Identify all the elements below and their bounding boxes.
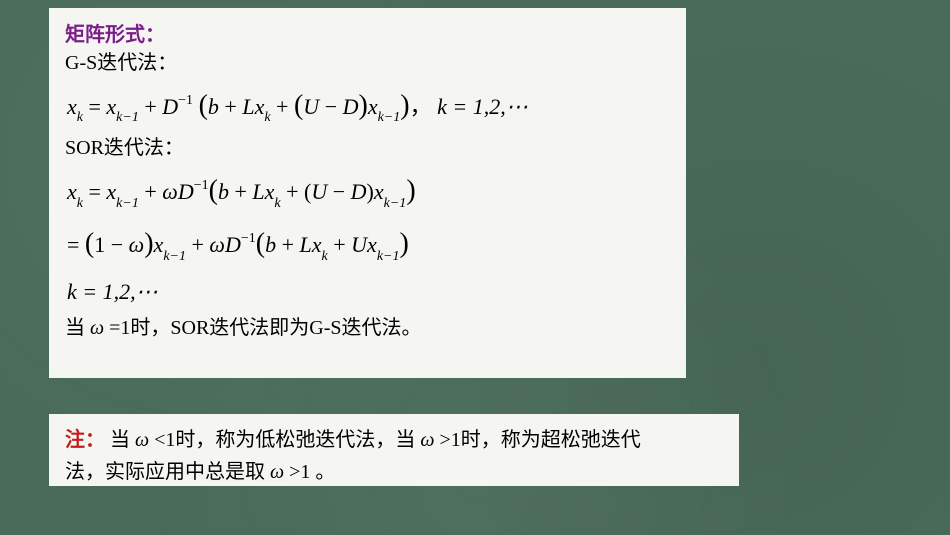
text-pre: 当 (65, 317, 90, 339)
var-xk: x (265, 179, 275, 204)
sub-k: k (77, 196, 83, 211)
panel-title: 矩阵形式： (65, 18, 670, 47)
var-xk1: x (106, 179, 116, 204)
gs-method-label: G-S迭代法： (65, 47, 670, 79)
var-D: D (343, 94, 359, 119)
sub-k: k (274, 196, 280, 211)
matrix-form-panel: 矩阵形式： G-S迭代法： xk = xk−1 + D−1 (b + Lxk +… (49, 8, 686, 378)
op-plus: + (271, 94, 294, 119)
sup-neg1: −1 (178, 93, 193, 108)
closing-statement: 当 ω =1时，SOR迭代法即为G-S迭代法。 (65, 312, 670, 344)
sub-k: k (264, 110, 270, 125)
sub-k: k (77, 110, 83, 125)
paren-close: ) (367, 179, 374, 204)
paren-close: ) (400, 90, 409, 121)
var-xk: x (255, 94, 265, 119)
var-L: L (300, 232, 312, 257)
sor-formula-line1: xk = xk−1 + ωD−1(b + Lxk + (U − D)xk−1) (65, 164, 670, 217)
text-mid: =1时，SOR迭代法即为G-S迭代法。 (104, 317, 421, 339)
op-minus: − (105, 232, 128, 257)
op-plus: + (139, 179, 162, 204)
paren-close: ) (359, 90, 368, 121)
text: >1 。 (284, 461, 335, 483)
var-U: U (351, 232, 367, 257)
sub-k1: k−1 (384, 196, 407, 211)
paren-open: ( (256, 228, 265, 259)
paren-close: ) (406, 175, 415, 206)
op-plus: + (219, 94, 242, 119)
var-xk: x (312, 232, 322, 257)
paren-open: ( (209, 175, 218, 206)
var-omega: ω (129, 232, 145, 257)
var-xk1: x (367, 232, 377, 257)
note-line2: 法，实际应用中总是取 ω >1 。 (65, 456, 723, 488)
var-D: D (178, 179, 194, 204)
var-xk: x (67, 94, 77, 119)
text: 法，实际应用中总是取 (65, 461, 270, 483)
op-minus: − (319, 94, 342, 119)
sub-k1: k−1 (377, 249, 400, 264)
var-omega: ω (270, 461, 284, 483)
comma: ， (410, 94, 432, 119)
note-label: 注： (65, 429, 105, 451)
sup-neg1: −1 (194, 178, 209, 193)
paren-close: ) (399, 228, 408, 259)
note-panel: 注： 当 ω <1时，称为低松弛迭代法，当 ω >1时，称为超松弛迭代 法，实际… (49, 414, 739, 486)
sub-k1: k−1 (116, 110, 139, 125)
var-xk1: x (154, 232, 164, 257)
gs-formula: xk = xk−1 + D−1 (b + Lxk + (U − D)xk−1)，… (65, 79, 670, 132)
text: >1时，称为超松弛迭代 (435, 429, 641, 451)
var-D: D (351, 179, 367, 204)
op-plus: + (328, 232, 351, 257)
var-xk1: x (368, 94, 378, 119)
const-one: 1 (94, 232, 105, 257)
var-omega: ω (162, 179, 178, 204)
var-D: D (162, 94, 178, 119)
paren-open: ( (85, 228, 94, 259)
op-plus: + (276, 232, 299, 257)
var-b: b (265, 232, 276, 257)
var-L: L (252, 179, 264, 204)
sup-neg1: −1 (241, 231, 256, 246)
var-omega: ω (420, 429, 434, 451)
var-xk: x (67, 179, 77, 204)
sub-k: k (322, 249, 328, 264)
paren-open: ( (199, 90, 208, 121)
sor-method-label: SOR迭代法： (65, 132, 670, 164)
paren-close: ) (144, 228, 153, 259)
sub-k1: k−1 (163, 249, 186, 264)
text: 当 (105, 429, 135, 451)
var-L: L (242, 94, 254, 119)
text: <1时，称为低松弛迭代法，当 (149, 429, 420, 451)
var-D: D (225, 232, 241, 257)
k-range: k = 1,2,⋯ (437, 94, 528, 119)
op-eq: = (67, 232, 85, 257)
var-omega: ω (135, 429, 149, 451)
var-U: U (311, 179, 327, 204)
sor-formula-line3: k = 1,2,⋯ (65, 271, 670, 313)
sub-k1: k−1 (116, 196, 139, 211)
op-plus: + (229, 179, 252, 204)
op-minus: − (327, 179, 350, 204)
var-omega: ω (209, 232, 225, 257)
var-b: b (218, 179, 229, 204)
var-U: U (303, 94, 319, 119)
op-plus: + (281, 179, 304, 204)
var-xk1: x (374, 179, 384, 204)
op-eq: = (83, 179, 106, 204)
op-plus: + (144, 94, 162, 119)
note-line1: 注： 当 ω <1时，称为低松弛迭代法，当 ω >1时，称为超松弛迭代 (65, 424, 723, 456)
var-b: b (208, 94, 219, 119)
op-plus: + (186, 232, 209, 257)
sub-k1: k−1 (378, 110, 401, 125)
sor-formula-line2: = (1 − ω)xk−1 + ωD−1(b + Lxk + Uxk−1) (65, 217, 670, 270)
paren-open: ( (294, 90, 303, 121)
var-xk1: x (106, 94, 116, 119)
var-omega: ω (90, 317, 104, 339)
